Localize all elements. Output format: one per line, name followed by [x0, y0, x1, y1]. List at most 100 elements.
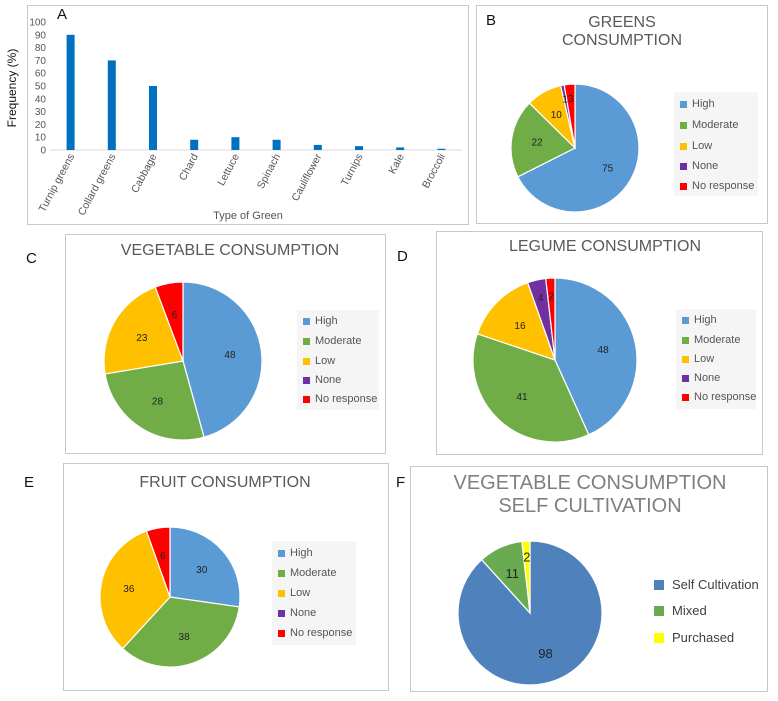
legend-fruit: High Moderate Low None No response [272, 541, 356, 645]
data-label-low: 16 [514, 321, 526, 332]
pie-data-labels: 98 11 2 [505, 549, 552, 660]
pie-slice-moderate [121, 596, 240, 668]
pie-slices [103, 281, 263, 441]
legend-item-no-response: No response [278, 627, 352, 639]
bar-cauliflower [313, 144, 322, 150]
panel-label-b: B [486, 12, 497, 29]
legend-swatch-moderate [680, 121, 687, 129]
y-tick-label: 10 [35, 133, 47, 144]
legend-swatch-none [680, 162, 687, 170]
legend-vegetable: High Moderate Low None No response [297, 310, 379, 410]
legend-item-none: None [682, 372, 720, 384]
data-label-high: 30 [196, 565, 208, 576]
legend-swatch-none [682, 374, 689, 382]
panel-c-frame [65, 234, 386, 454]
legend-item-low: Low [680, 140, 712, 152]
pie-data-labels: 30 38 36 6 [123, 551, 207, 643]
pie-slice-no-response [563, 83, 576, 149]
legend-swatch-no-response [278, 629, 285, 637]
legend-item-moderate: Moderate [680, 119, 738, 131]
chart-title-vegetable: VEGETABLE CONSUMPTION [120, 242, 340, 259]
legend-item-mixed: Mixed [654, 603, 707, 618]
pie-slice-moderate [472, 333, 590, 443]
legend-item-moderate: Moderate [278, 567, 336, 579]
data-label-no-response: 3 [568, 94, 574, 105]
legend-swatch-moderate [303, 337, 310, 345]
pie-slice-high [182, 281, 263, 438]
legend-swatch-self-cultivation [654, 579, 664, 590]
legend-swatch-low [303, 357, 310, 365]
legend-item-no-response: No response [680, 180, 754, 192]
bar-spinach [272, 139, 281, 150]
pie-slice-no-response [545, 277, 556, 361]
data-label-mixed: 11 [505, 566, 519, 581]
legend-item-low: Low [278, 587, 310, 599]
legend-swatch-low [682, 355, 689, 363]
legend-item-self-cultivation: Self Cultivation [654, 577, 759, 592]
data-label-low: 10 [551, 110, 563, 121]
panel-label-a: A [57, 6, 68, 23]
legend-swatch-high [682, 316, 689, 324]
y-tick-label: 90 [35, 30, 47, 41]
legend-item-moderate: Moderate [303, 335, 361, 347]
legend-item-none: None [303, 374, 341, 386]
legend-item-high: High [682, 314, 717, 326]
legend-swatch-moderate [278, 569, 285, 577]
data-label-high: 48 [224, 350, 236, 361]
y-tick-label: 40 [35, 94, 47, 105]
pie-slices [99, 526, 241, 668]
data-label-none: 1 [562, 95, 568, 106]
panel-label-d: D [397, 248, 408, 265]
data-label-moderate: 28 [152, 396, 164, 407]
legend-item-low: Low [682, 353, 714, 365]
data-label-low: 36 [123, 584, 135, 595]
pie-slice-low [476, 281, 556, 361]
legend-swatch-purchased [654, 632, 664, 643]
legend-swatch-no-response [680, 182, 687, 190]
pie-data-labels: 75 22 10 1 3 [532, 94, 614, 175]
panel-label-f: F [396, 474, 406, 491]
panel-a-frame [27, 5, 469, 225]
legend-swatch-no-response [682, 393, 689, 401]
legend-swatch-high [303, 317, 310, 325]
legend-item-no-response: No response [682, 391, 756, 403]
pie-slices [457, 540, 603, 686]
bar-collard-greens [107, 60, 116, 150]
pie-data-labels: 48 41 16 4 2 [514, 292, 609, 403]
data-label-no-response: 6 [172, 310, 178, 321]
data-label-moderate: 22 [532, 138, 544, 149]
panel-d-frame [436, 231, 763, 455]
bar-turnip-greens [66, 34, 75, 150]
legend-swatch-moderate [682, 336, 689, 344]
legend-swatch-low [278, 589, 285, 597]
legend-swatch-high [278, 549, 285, 557]
legend-swatch-mixed [654, 605, 664, 616]
data-label-moderate: 38 [179, 632, 191, 643]
bar-broccoli [437, 148, 446, 150]
y-tick-label: 0 [40, 146, 46, 157]
chart-title-fruit: FRUIT CONSUMPTION [139, 474, 311, 491]
pie-slices [472, 277, 638, 443]
pie-slices [510, 83, 640, 213]
bar-turnips [355, 146, 363, 150]
legend-item-no-response: No response [303, 393, 377, 405]
legend-item-purchased: Purchased [654, 630, 734, 645]
legend-item-high: High [278, 547, 313, 559]
pie-slice-moderate [104, 360, 205, 441]
chart-title-greens: GREENS CONSUMPTION [562, 14, 682, 50]
data-label-high: 48 [598, 345, 610, 356]
panel-b-frame [476, 5, 768, 224]
data-label-no-response: 2 [549, 292, 555, 303]
pie-slice-high [169, 526, 241, 608]
legend-swatch-high [680, 100, 687, 108]
data-label-purchased: 2 [523, 549, 530, 564]
pie-slice-low [99, 530, 171, 650]
data-label-high: 75 [602, 164, 614, 175]
legend-item-low: Low [303, 355, 335, 367]
x-axis-label: Type of Green [213, 210, 283, 222]
